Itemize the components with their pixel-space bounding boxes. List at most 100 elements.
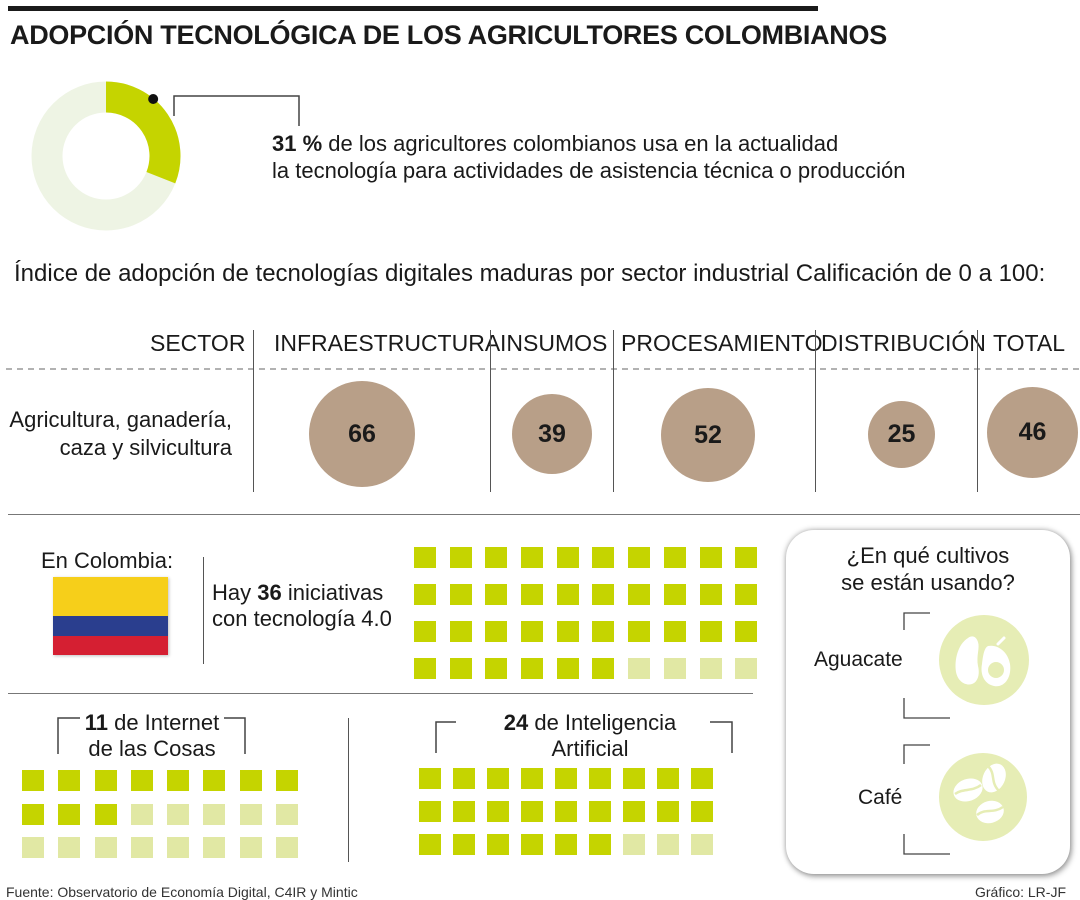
- initiative-square-filled: [663, 547, 686, 568]
- initiative-square-filled: [414, 658, 436, 679]
- crop-label-aguacate: Aguacate: [814, 648, 903, 671]
- iot-square-empty: [58, 837, 81, 858]
- column-divider: [490, 330, 491, 492]
- iot-square-filled: [239, 770, 262, 791]
- ai-square-filled: [487, 768, 509, 789]
- iot-square-empty: [130, 837, 153, 858]
- initiative-square-filled: [735, 621, 758, 642]
- header-procesamiento: PROCESAMIENTO: [621, 330, 823, 356]
- crops-card: ¿En qué cultivos se están usando? Aguaca…: [786, 530, 1070, 874]
- initiative-square-filled: [592, 621, 615, 642]
- ai-square-filled: [555, 768, 577, 789]
- ai-square-filled: [521, 768, 543, 789]
- column-divider: [613, 330, 614, 492]
- iot-square-empty: [239, 837, 262, 858]
- section-divider: [8, 514, 1080, 515]
- iot-bracket: [57, 717, 246, 754]
- ai-square-filled: [419, 834, 441, 855]
- iot-square-empty: [276, 837, 299, 858]
- iot-square-filled: [203, 770, 226, 791]
- iot-square-empty: [167, 837, 190, 858]
- initiative-square-empty: [699, 658, 722, 679]
- callout-dot: [148, 93, 159, 104]
- ai-square-filled: [555, 801, 577, 822]
- initiative-square-filled: [414, 547, 436, 568]
- column-divider: [977, 330, 978, 492]
- share-line1: de los agricultores colombianos usa en l…: [322, 131, 839, 156]
- header-sector: SECTOR: [150, 330, 246, 356]
- ai-label: 24 de Inteligencia Artificial: [503, 710, 677, 761]
- share-description: 31 % de los agricultores colombianos usa…: [272, 130, 906, 184]
- initiative-square-empty: [663, 658, 686, 679]
- initiative-square-filled: [521, 547, 544, 568]
- ai-square-filled: [453, 768, 475, 789]
- iot-square-empty: [276, 803, 299, 825]
- initiative-square-filled: [592, 658, 615, 679]
- ai-square-filled: [419, 801, 441, 822]
- ai-square-filled: [487, 834, 509, 855]
- header-insumos: INSUMOS: [500, 330, 608, 356]
- value-bubble-procesamiento: 52: [661, 388, 755, 482]
- iot-square-empty: [203, 803, 226, 825]
- value-bubble-distribucion: 25: [868, 401, 935, 468]
- ai-square-filled: [487, 801, 509, 822]
- iot-square-filled: [130, 770, 153, 791]
- ai-square-filled: [623, 801, 645, 822]
- value-bubble-insumos: 39: [512, 394, 592, 474]
- iot-square-empty: [167, 803, 190, 825]
- share-percent: 31 %: [272, 131, 323, 156]
- ai-square-empty: [657, 834, 679, 855]
- initiative-square-filled: [699, 584, 722, 605]
- ai-count: 24: [503, 710, 529, 735]
- iot-square-empty: [94, 837, 117, 858]
- initiative-square-filled: [414, 621, 436, 642]
- ai-square-filled: [691, 801, 713, 822]
- page-title: ADOPCIÓN TECNOLÓGICA DE LOS AGRICULTORES…: [10, 20, 887, 50]
- initiative-square-filled: [449, 621, 472, 642]
- ai-square-empty: [623, 834, 645, 855]
- iot-square-filled: [58, 770, 81, 791]
- ai-square-empty: [691, 834, 713, 855]
- value-bubble-total: 46: [987, 387, 1078, 478]
- ai-square-filled: [691, 768, 713, 789]
- initiative-square-filled: [699, 547, 722, 568]
- source-note: Fuente: Observatorio de Economía Digital…: [6, 884, 358, 900]
- ai-square-filled: [623, 768, 645, 789]
- initiative-square-filled: [521, 584, 544, 605]
- aguacate-bracket: [903, 612, 950, 719]
- iot-square-filled: [22, 803, 44, 825]
- colombia-label: En Colombia:: [41, 548, 174, 573]
- iot-ai-divider: [348, 718, 349, 862]
- initiative-square-filled: [449, 658, 472, 679]
- ai-square-filled: [419, 768, 441, 789]
- initiative-square-filled: [485, 658, 508, 679]
- initiative-square-filled: [556, 621, 579, 642]
- initiative-square-filled: [735, 547, 758, 568]
- initiative-square-filled: [592, 547, 615, 568]
- subsection-divider: [8, 693, 753, 694]
- initiative-square-filled: [521, 621, 544, 642]
- initiative-square-empty: [735, 658, 758, 679]
- crops-title: ¿En qué cultivos se están usando?: [841, 543, 1015, 595]
- initiative-square-filled: [556, 547, 579, 568]
- initiative-square-filled: [485, 584, 508, 605]
- initiative-square-filled: [449, 584, 472, 605]
- iot-square-filled: [276, 770, 299, 791]
- initiative-square-filled: [699, 621, 722, 642]
- initiative-square-filled: [485, 621, 508, 642]
- iot-count: 11: [84, 710, 108, 735]
- donut-share-arc: [105, 81, 181, 184]
- initiative-square-filled: [485, 547, 508, 568]
- iot-square-empty: [239, 803, 262, 825]
- header-infraestructura: INFRAESTRUCTURA: [274, 330, 501, 356]
- row-label-line1: Agricultura, ganadería,: [9, 407, 232, 432]
- iot-square-empty: [22, 837, 44, 858]
- colombia-divider: [203, 557, 204, 664]
- ai-square-filled: [521, 834, 543, 855]
- ai-square-filled: [589, 834, 611, 855]
- initiative-square-filled: [449, 547, 472, 568]
- value-bubble-infraestructura: 66: [309, 381, 415, 487]
- initiative-square-filled: [556, 584, 579, 605]
- colombia-flag: [53, 577, 168, 655]
- header-dashed-divider: [6, 368, 1080, 370]
